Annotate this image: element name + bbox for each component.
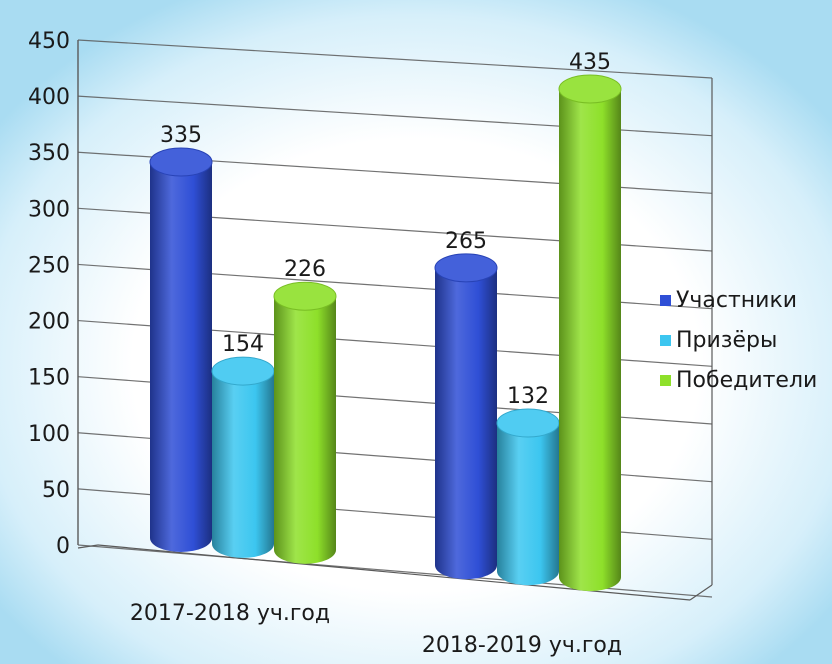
legend-label: Участники <box>676 288 797 313</box>
y-tick-label: 350 <box>28 141 70 166</box>
data-label: 154 <box>222 332 264 357</box>
data-labels: 335 265 154 132 226 435 <box>160 50 611 409</box>
bar-top <box>558 74 622 104</box>
bar-body <box>497 423 559 586</box>
y-tick-label: 200 <box>28 310 70 335</box>
legend-item: Участники <box>660 288 797 313</box>
data-label: 132 <box>507 384 549 409</box>
y-tick-label: 0 <box>56 534 70 559</box>
data-label: 265 <box>445 229 487 254</box>
bar-top <box>496 408 560 438</box>
x-category-label: 2017-2018 уч.год <box>130 601 330 626</box>
bar-top <box>434 253 498 283</box>
bar-body <box>559 88 621 592</box>
floor-right-edge <box>689 584 713 601</box>
x-category-label: 2018-2019 уч.год <box>422 633 622 658</box>
legend-item: Победители <box>660 368 817 393</box>
bars <box>149 74 622 592</box>
bar <box>496 408 560 586</box>
y-tick-label: 150 <box>28 366 70 391</box>
data-label: 335 <box>160 123 202 148</box>
legend-label: Победители <box>676 368 817 393</box>
bar-top <box>211 356 275 386</box>
bar-top <box>273 281 337 311</box>
bar <box>434 253 498 580</box>
legend-swatch <box>660 295 671 306</box>
bar-body <box>274 296 336 564</box>
bar <box>558 74 622 592</box>
legend-swatch <box>660 375 671 386</box>
bar <box>273 281 337 564</box>
y-tick-label: 100 <box>28 422 70 447</box>
data-label: 226 <box>284 257 326 282</box>
floor-left-edge <box>77 544 99 549</box>
data-label: 435 <box>569 50 611 75</box>
legend-item: Призёры <box>660 328 777 353</box>
y-tick-label: 250 <box>28 253 70 278</box>
y-tick-label: 450 <box>28 29 70 54</box>
y-tick-label: 50 <box>42 478 70 503</box>
bar-body <box>435 267 497 580</box>
bar <box>149 147 213 552</box>
bar-top <box>149 147 213 177</box>
y-tick-label: 300 <box>28 197 70 222</box>
bar-body <box>150 162 212 552</box>
legend-swatch <box>660 335 671 346</box>
legend: Участники Призёры Победители <box>660 288 817 393</box>
legend-label: Призёры <box>676 328 777 353</box>
bar <box>211 356 275 558</box>
x-axis: 2017-2018 уч.год 2018-2019 уч.год <box>130 601 622 658</box>
bar-body <box>212 371 274 558</box>
y-tick-label: 400 <box>28 85 70 110</box>
gridline <box>77 39 713 79</box>
y-axis: 0 50 100 150 200 250 300 350 400 450 <box>28 29 713 601</box>
